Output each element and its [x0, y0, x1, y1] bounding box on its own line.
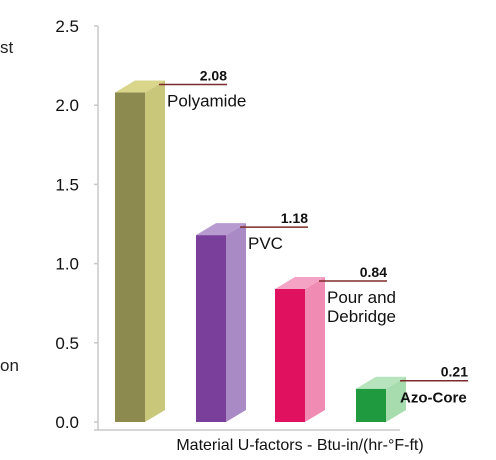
category-label: Polyamide [167, 92, 246, 111]
y-tick-label: 2.5 [55, 17, 79, 36]
clipped-text-top: st [0, 38, 14, 57]
value-label: 2.08 [200, 68, 227, 84]
labels: 2.08 Polyamide 1.18 PVC 0.84 Pour andDebridge… [159, 68, 468, 407]
value-label: 1.18 [281, 210, 308, 226]
category-label: Debridge [327, 307, 396, 326]
category-label: PVC [248, 234, 283, 253]
bar-side [226, 223, 246, 422]
x-axis-label: Material U-factors - Btu-in/(hr-°F-ft) [176, 437, 423, 454]
bar-top [275, 276, 325, 289]
bar [196, 223, 246, 422]
bar-side [145, 80, 165, 422]
bar-front [356, 388, 386, 422]
bar-top [356, 376, 406, 389]
y-tick-label: 2.0 [55, 96, 79, 115]
bar-front [275, 288, 305, 422]
value-label: 0.84 [360, 264, 387, 280]
bar-front [115, 92, 145, 422]
bar-side [386, 376, 406, 422]
bars [115, 80, 406, 422]
bar-top [115, 80, 165, 93]
bar-side [305, 276, 325, 422]
clipped-text-bottom: on [0, 356, 19, 375]
bar [275, 276, 325, 422]
y-tick-label: 0.0 [55, 413, 79, 432]
y-tick-label: 1.0 [55, 255, 79, 274]
bar [356, 376, 406, 422]
category-label: Azo-Core [400, 390, 467, 407]
category-label: Pour and [327, 288, 396, 307]
y-axis: 0.0 0.5 1.0 1.5 2.0 2.5 [55, 17, 400, 432]
y-tick-label: 1.5 [55, 175, 79, 194]
bar-top [196, 223, 246, 236]
value-label: 0.21 [441, 364, 468, 380]
y-tick-label: 0.5 [55, 334, 79, 353]
bar-front [196, 235, 226, 422]
bar [115, 80, 165, 422]
